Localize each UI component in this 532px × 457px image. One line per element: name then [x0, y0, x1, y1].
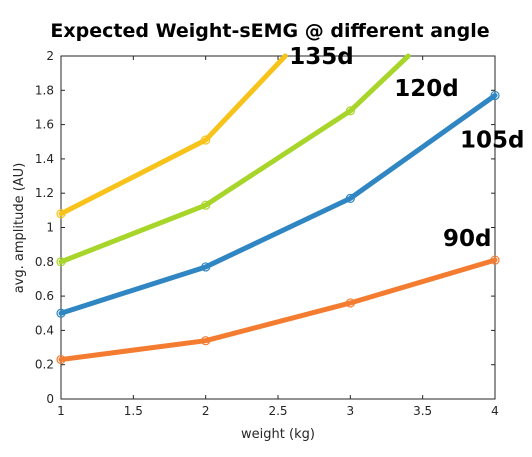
annotation-label: 120d	[394, 76, 458, 102]
y-tick-label: 1.6	[35, 118, 54, 132]
data-point	[490, 90, 500, 101]
y-axis-ticks: 0 0.2 0.4 0.6 0.8 1 1.2 1.4 1.6 1.8 2	[35, 49, 495, 406]
y-tick-label: 1	[46, 221, 54, 235]
x-tick-label: 3	[347, 404, 355, 418]
chart-title: Expected Weight-sEMG @ different angle	[50, 20, 489, 42]
series-layer	[56, 53, 500, 365]
annotation-label: 135d	[289, 44, 353, 70]
y-axis-label: avg. amplitude (AU)	[12, 163, 27, 294]
y-tick-label: 1.8	[35, 83, 54, 97]
y-tick-label: 2	[46, 49, 54, 63]
data-point	[490, 255, 500, 265]
x-axis-ticks: 1 1.5 2 2.5 3 3.5 4	[57, 56, 499, 418]
x-tick-label: 2.5	[268, 404, 287, 418]
data-point	[56, 257, 66, 267]
x-tick-label: 4	[491, 404, 499, 418]
annotation-label: 90d	[443, 226, 491, 252]
plot-area	[60, 55, 496, 400]
data-point	[201, 262, 211, 272]
series-line	[58, 53, 288, 217]
y-tick-label: 0.6	[35, 289, 54, 303]
annotation-label: 105d	[460, 127, 524, 153]
series-90d	[56, 255, 500, 365]
data-point	[345, 298, 355, 308]
data-point	[345, 193, 355, 203]
x-tick-label: 3.5	[413, 404, 432, 418]
series-line	[58, 92, 498, 316]
data-point	[201, 200, 211, 210]
plot-frame	[60, 55, 496, 400]
y-tick-label: 0.8	[35, 255, 54, 269]
series-line	[58, 53, 411, 265]
series-120d	[56, 53, 411, 267]
x-axis-label: weight (kg)	[241, 427, 315, 442]
data-point	[201, 135, 211, 145]
series-line	[58, 257, 498, 363]
y-tick-label: 0.4	[35, 323, 54, 337]
data-point	[201, 336, 211, 346]
data-point	[56, 308, 66, 318]
y-tick-label: 0	[46, 392, 54, 406]
y-tick-label: 1.2	[35, 186, 54, 200]
x-tick-label: 2	[202, 404, 210, 418]
y-tick-label: 0.2	[35, 358, 54, 372]
x-tick-label: 1.5	[124, 404, 143, 418]
data-point	[56, 209, 66, 219]
y-tick-label: 1.4	[35, 152, 54, 166]
x-tick-label: 1	[57, 404, 65, 418]
data-point	[345, 106, 355, 116]
series-105d	[56, 90, 500, 318]
series-135d	[56, 53, 288, 219]
data-point	[56, 354, 66, 365]
